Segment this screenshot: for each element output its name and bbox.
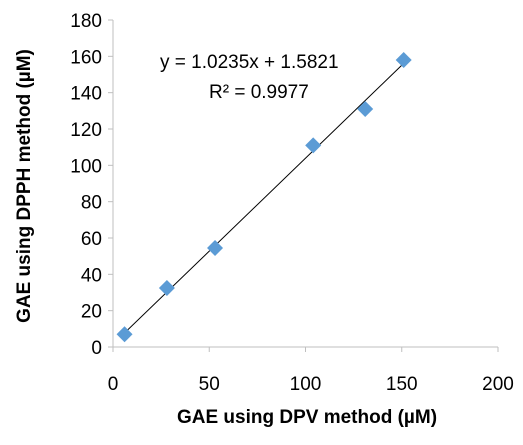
- x-axis-title: GAE using DPV method (µM): [177, 407, 437, 428]
- y-tick-label: 80: [81, 193, 102, 214]
- y-tick-label: 140: [70, 84, 102, 105]
- trendline-equation-label: y = 1.0235x + 1.5821: [160, 52, 339, 73]
- r-squared-label: R² = 0.9977: [209, 82, 309, 103]
- y-tick-label: 100: [70, 156, 102, 177]
- x-tick-label: 200: [482, 374, 514, 395]
- x-tick-label: 100: [290, 374, 322, 395]
- x-tick-label: 150: [386, 374, 418, 395]
- y-tick-label: 160: [70, 47, 102, 68]
- data-points: [116, 51, 412, 343]
- data-point: [158, 279, 175, 296]
- x-tick-label: 50: [199, 374, 220, 395]
- y-tick-label: 0: [91, 338, 102, 359]
- data-point: [395, 51, 412, 68]
- y-axis-ticks: 0 20 40 60 80 100 120 140 160 180: [70, 11, 113, 359]
- y-tick-label: 60: [81, 229, 102, 250]
- y-tick-label: 20: [81, 302, 102, 323]
- x-axis-ticks: 0 50 100 150 200: [108, 347, 514, 395]
- data-point: [357, 101, 374, 118]
- y-tick-label: 180: [70, 11, 102, 32]
- data-point: [116, 326, 133, 343]
- y-tick-label: 40: [81, 265, 102, 286]
- data-point: [305, 137, 322, 154]
- data-point: [207, 239, 224, 256]
- x-tick-label: 0: [108, 374, 119, 395]
- y-tick-label: 120: [70, 120, 102, 141]
- y-axis-title: GAE using DPPH method (µM): [14, 49, 35, 323]
